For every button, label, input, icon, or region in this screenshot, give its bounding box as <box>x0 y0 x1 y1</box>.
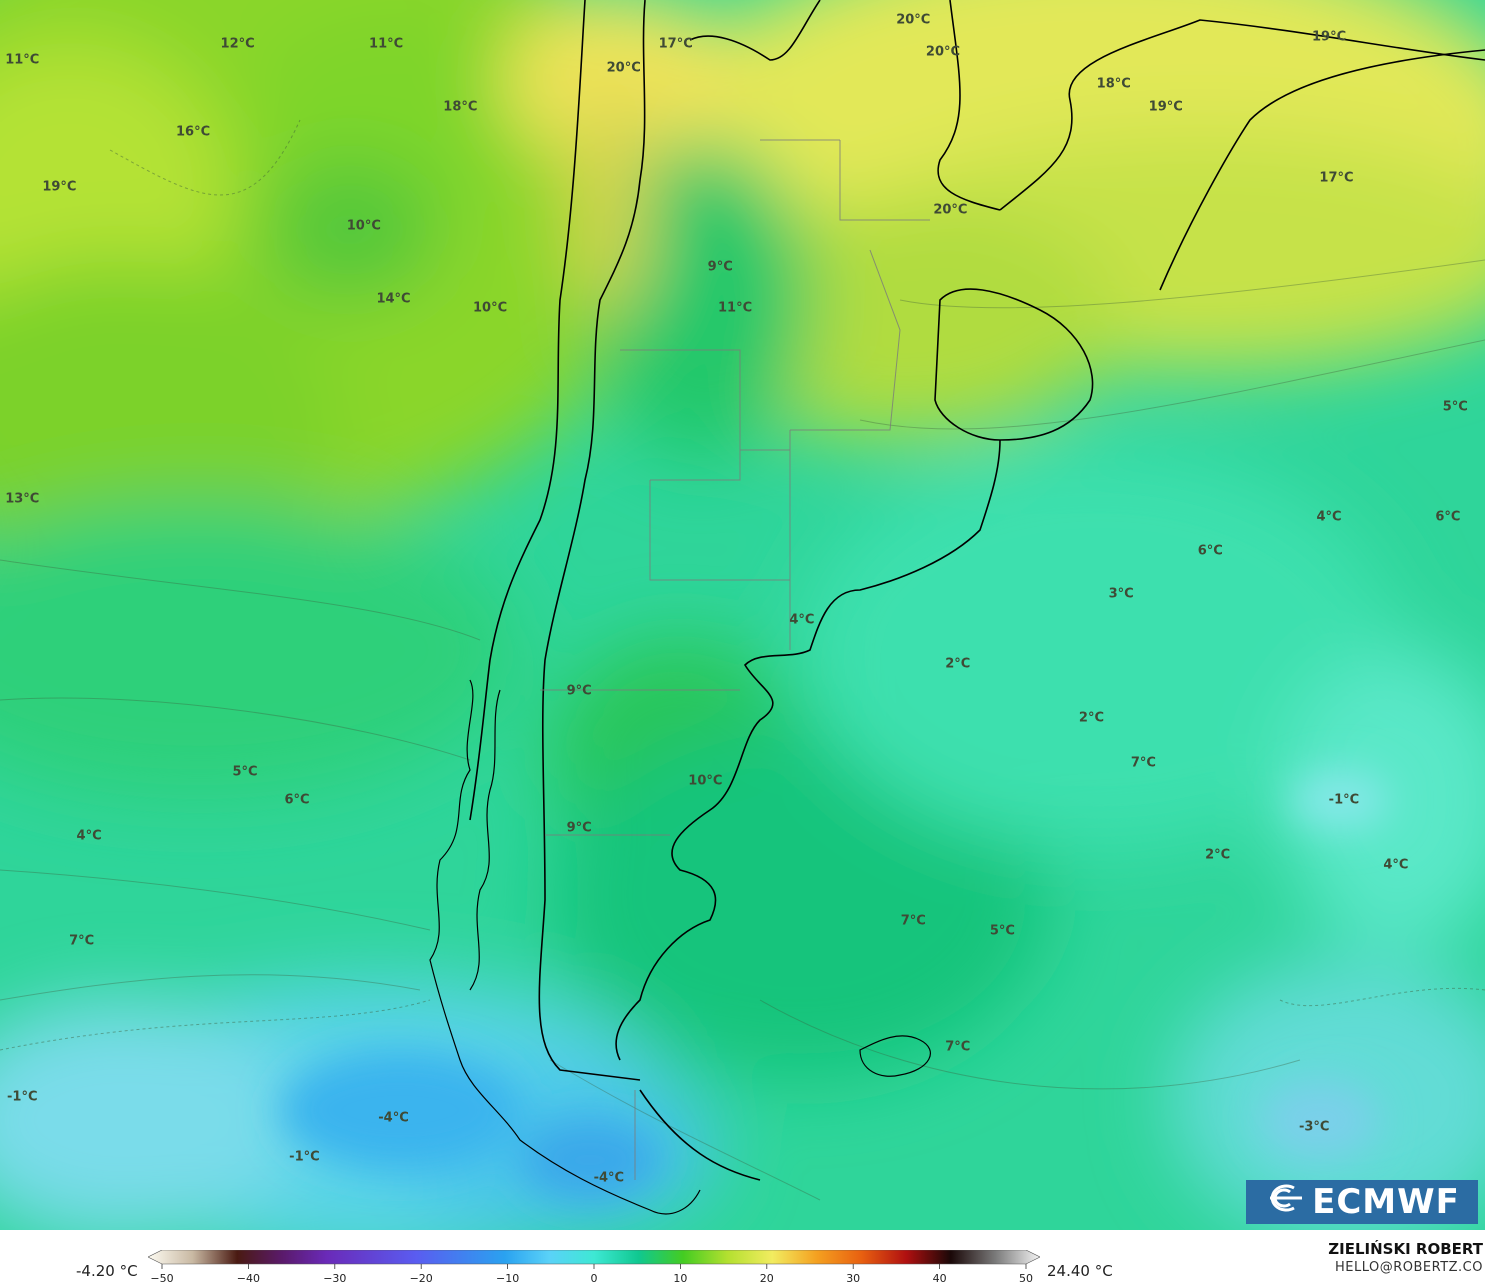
temperature-label: 17°C <box>1319 170 1354 186</box>
colorbar-tick-label: −10 <box>495 1272 520 1285</box>
temperature-label: 7°C <box>900 913 926 929</box>
temperature-label: 19°C <box>42 179 77 195</box>
colorbar-tick-label: −20 <box>409 1272 433 1285</box>
temperature-label: 4°C <box>76 828 102 844</box>
colorbar-tick-label: 50 <box>1019 1272 1033 1285</box>
temperature-label: 14°C <box>376 291 411 307</box>
temperature-label: -4°C <box>593 1170 625 1186</box>
colorbar-tick-label: 20 <box>759 1272 774 1285</box>
temperature-label: 5°C <box>232 764 258 780</box>
temperature-label: 2°C <box>1205 847 1231 863</box>
temperature-label: 9°C <box>566 820 592 836</box>
temperature-label: 11°C <box>369 36 404 52</box>
temperature-label: 9°C <box>707 259 733 275</box>
temperature-label: 7°C <box>945 1039 971 1055</box>
ecmwf-logo-text: ECMWF <box>1312 1182 1460 1222</box>
colorbar-tick-label: 10 <box>673 1272 688 1285</box>
colorbar-tick-marks <box>161 1264 1027 1269</box>
colorbar-tick-label: 30 <box>846 1272 861 1285</box>
temperature-label: 6°C <box>1197 543 1223 559</box>
temperature-map: 11°C 12°C 11°C 16°C 19°C 18°C 20°C 17°C 10°C 14°C… <box>0 0 1485 1230</box>
temperature-label: 10°C <box>688 773 723 789</box>
map-canvas <box>0 0 1485 1230</box>
temperature-label: 3°C <box>1108 586 1134 602</box>
colorbar-max-label: 24.40 °C <box>1047 1262 1113 1280</box>
temperature-label: 7°C <box>1130 755 1156 771</box>
temperature-label: -1°C <box>7 1089 38 1105</box>
temperature-label: 11°C <box>717 300 753 315</box>
temperature-field <box>0 0 1485 1230</box>
temperature-label: -1°C <box>1328 792 1360 807</box>
temperature-label: 2°C <box>1078 710 1105 726</box>
temperature-label: 20°C <box>933 202 968 218</box>
zero-isotherm <box>0 119 1485 1051</box>
temperature-label: 19°C <box>1148 99 1183 115</box>
colorbar-tick-label: 40 <box>932 1272 947 1285</box>
temperature-label: 5°C <box>989 923 1015 939</box>
country-borders <box>469 0 1485 1181</box>
colorbar <box>148 1250 1040 1269</box>
temperature-label: 4°C <box>1316 509 1342 525</box>
temperature-label: 13°C <box>5 491 40 507</box>
author-name: ZIELIŃSKI ROBERT <box>1328 1240 1483 1258</box>
temperature-label: 10°C <box>472 300 508 315</box>
colorbar-gradient <box>148 1250 1040 1265</box>
temperature-label: 4°C <box>789 612 815 628</box>
temperature-label: 17°C <box>658 36 693 52</box>
ecmwf-logo-icon <box>1264 1182 1304 1223</box>
ecmwf-logo: ECMWF <box>1246 1180 1478 1224</box>
temperature-label: 6°C <box>284 792 310 807</box>
temperature-label: 5°C <box>1442 399 1468 415</box>
temperature-label: 20°C <box>925 44 961 60</box>
temperature-label: 6°C <box>1435 509 1461 525</box>
temperature-label: 20°C <box>896 12 931 28</box>
colorbar-min-label: -4.20 °C <box>76 1262 138 1280</box>
temperature-label: 2°C <box>945 656 971 672</box>
colorbar-tick-label: −40 <box>236 1272 260 1285</box>
temperature-label: 19°C <box>1311 29 1347 45</box>
temperature-label: 18°C <box>1096 76 1131 92</box>
temperature-label: 11°C <box>5 52 40 68</box>
author-email: HELLO@ROBERTZ.CO <box>1334 1260 1483 1275</box>
temperature-label: -3°C <box>1298 1119 1330 1135</box>
colorbar-tick-label: −50 <box>150 1272 174 1285</box>
colorbar-tick-label: 0 <box>590 1272 598 1285</box>
author-credit: ZIELIŃSKI ROBERT HELLO@ROBERTZ.CO <box>1328 1240 1483 1275</box>
temperature-label: 16°C <box>175 124 211 140</box>
temperature-label: -1°C <box>289 1149 320 1165</box>
temperature-label: 20°C <box>606 60 641 76</box>
temperature-label: 4°C <box>1383 857 1409 873</box>
temperature-label: 9°C <box>566 683 592 699</box>
province-borders <box>540 139 930 1180</box>
cold-core <box>280 770 1390 1200</box>
temperature-label: 12°C <box>220 36 255 52</box>
temperature-label: -4°C <box>378 1110 409 1126</box>
isotherm-lines <box>0 259 1485 1201</box>
chile-fjords <box>429 679 931 1215</box>
colorbar-tick-label: −30 <box>323 1272 347 1285</box>
temperature-label: 10°C <box>346 218 381 234</box>
temperature-label: 7°C <box>69 933 95 949</box>
temperature-label: 18°C <box>443 99 478 115</box>
